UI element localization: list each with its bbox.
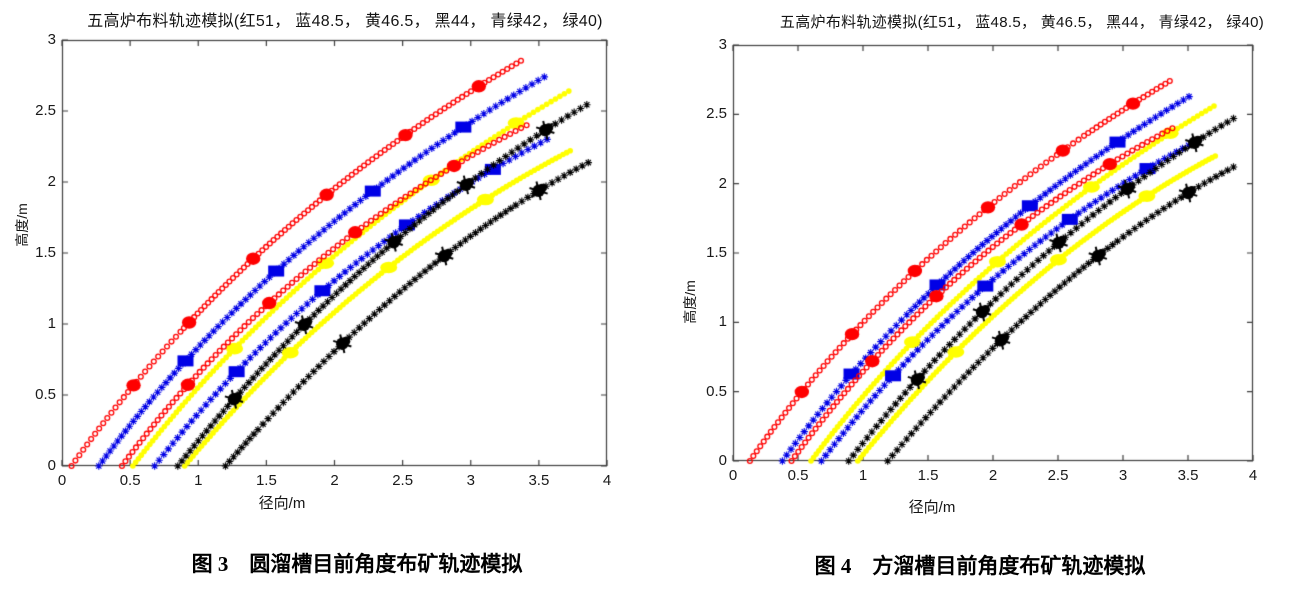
y-tick-label: 0.5 — [35, 386, 56, 403]
x-tick-label: 3.5 — [528, 472, 550, 489]
y-tick-label: 1.5 — [706, 244, 727, 261]
x-tick-label: 0 — [728, 467, 738, 484]
y-tick-label: 2.5 — [706, 105, 727, 123]
x-tick-label: 2.5 — [1047, 467, 1069, 484]
x-tick-label: 1.5 — [255, 472, 277, 489]
y-tick-label: 2.5 — [35, 102, 56, 119]
y-tick-label: 2 — [718, 174, 727, 192]
trajectory-plot-canvas-left — [52, 30, 617, 476]
x-tick-label: 3 — [466, 472, 475, 489]
x-tick-label: 0 — [57, 472, 67, 489]
y-tick-label: 3 — [718, 36, 727, 53]
x-tick-label: 2 — [330, 472, 339, 489]
x-tick-label: 1.5 — [917, 467, 939, 484]
trajectory-plot-canvas-right — [723, 35, 1263, 471]
y-tick-label: 1 — [718, 313, 727, 331]
x-tick-label: 1 — [194, 472, 203, 489]
y-tick-label: 3 — [47, 31, 56, 48]
right-plot-title: 五高炉布料轨迹模拟(红51， 蓝48.5， 黄46.5， 黑44， 青绿42， … — [779, 14, 1265, 31]
right-plot-xlabel: 径向/m — [908, 499, 956, 516]
y-tick-label: 2 — [47, 173, 56, 190]
x-tick-label: 2.5 — [392, 472, 414, 489]
y-tick-label: 1.5 — [35, 244, 56, 261]
y-tick-label: 0.5 — [706, 382, 727, 400]
y-tick-label: 0 — [718, 452, 727, 469]
x-tick-label: 1 — [858, 467, 868, 484]
x-tick-label: 4 — [602, 472, 612, 489]
figure-4-caption: 图 4 方溜槽目前角度布矿轨迹模拟 — [814, 554, 1146, 578]
left-plot-title: 五高炉布料轨迹模拟(红51， 蓝48.5， 黄46.5， 黑44， 青绿42， … — [87, 13, 603, 30]
x-tick-label: 3.5 — [1177, 467, 1199, 484]
x-tick-label: 0.5 — [787, 467, 809, 484]
y-tick-label: 0 — [47, 457, 56, 474]
x-tick-label: 2 — [988, 467, 998, 484]
x-tick-label: 0.5 — [119, 472, 141, 489]
figure-3-caption: 图 3 圆溜槽目前角度布矿轨迹模拟 — [191, 552, 523, 576]
y-tick-label: 1 — [47, 315, 56, 332]
left-plot-xlabel: 径向/m — [258, 495, 306, 512]
x-tick-label: 4 — [1248, 467, 1258, 484]
left-plot-ylabel: 高度/m — [14, 203, 30, 247]
x-tick-label: 3 — [1118, 467, 1128, 484]
